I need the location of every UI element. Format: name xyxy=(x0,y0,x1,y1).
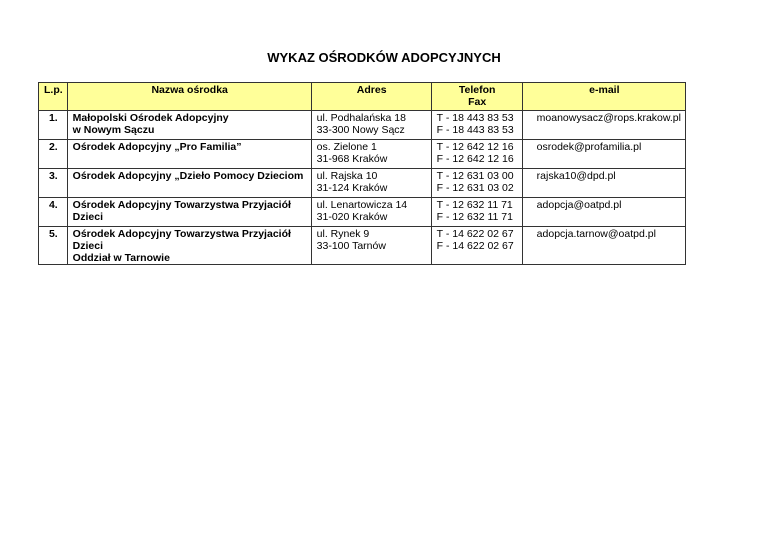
table-row: 1. Małopolski Ośrodek Adopcyjny w Nowym Są… xyxy=(38,110,686,140)
name-line-2: w Nowym Sączu xyxy=(72,124,155,136)
cell-address: ul. Lenartowicza 14 31-020 Kraków xyxy=(310,197,432,227)
cell-email: rajska10@dpd.pl xyxy=(521,168,686,198)
header-name: Nazwa ośrodka xyxy=(66,82,312,111)
cell-lp: 5. xyxy=(38,226,68,265)
table-row: 3. Ośrodek Adopcyjny „Dzieło Pomocy Dziec… xyxy=(38,168,686,198)
cell-address: ul. Podhalańska 18 33-300 Nowy Sącz xyxy=(310,110,432,140)
phone-number: T - 12 642 12 16 xyxy=(436,141,514,153)
cell-phone: T - 14 622 02 67 F - 14 622 02 67 xyxy=(430,226,523,265)
header-row: L.p. Nazwa ośrodka Adres Telefon Fax e-ma… xyxy=(38,82,686,111)
header-fax-label: Fax xyxy=(468,96,487,108)
table-row: 2. Ośrodek Adopcyjny „Pro Familia” os. Zie… xyxy=(38,139,686,169)
address-line-1: ul. Podhalańska 18 xyxy=(316,112,406,124)
cell-name: Ośrodek Adopcyjny „Pro Familia” xyxy=(66,139,312,169)
cell-address: os. Zielone 1 31-968 Kraków xyxy=(310,139,432,169)
cell-name: Ośrodek Adopcyjny Towarzystwa Przyjaciół… xyxy=(66,197,312,227)
address-line-1: ul. Rynek 9 xyxy=(316,228,370,240)
address-line-1: ul. Rajska 10 xyxy=(316,170,378,182)
address-line-1: os. Zielone 1 xyxy=(316,141,377,153)
cell-name: Ośrodek Adopcyjny „Dzieło Pomocy Dziecio… xyxy=(66,168,312,198)
cell-address: ul. Rajska 10 31-124 Kraków xyxy=(310,168,432,198)
cell-phone: T - 12 632 11 71 F - 12 632 11 71 xyxy=(430,197,523,227)
fax-number: F - 18 443 83 53 xyxy=(436,124,514,136)
cell-email: adopcja.tarnow@oatpd.pl xyxy=(521,226,686,265)
page-title: WYKAZ OŚRODKÓW ADOPCYJNYCH xyxy=(267,50,501,65)
address-line-2: 31-968 Kraków xyxy=(316,153,388,165)
name-line-1: Ośrodek Adopcyjny „Pro Familia” xyxy=(72,141,242,153)
cell-email: osrodek@profamilia.pl xyxy=(521,139,686,169)
address-line-2: 33-100 Tarnów xyxy=(316,240,386,252)
cell-email: moanowysacz@rops.krakow.pl xyxy=(521,110,686,140)
cell-name: Małopolski Ośrodek Adopcyjny w Nowym Sącz… xyxy=(66,110,312,140)
name-line-1: Ośrodek Adopcyjny Towarzystwa Przyjaciół… xyxy=(72,228,291,252)
address-line-1: ul. Lenartowicza 14 xyxy=(316,199,408,211)
name-line-1: Małopolski Ośrodek Adopcyjny xyxy=(72,112,229,124)
header-address: Adres xyxy=(310,82,432,111)
header-email: e-mail xyxy=(521,82,686,111)
phone-number: T - 12 632 11 71 xyxy=(436,199,513,211)
cell-phone: T - 18 443 83 53 F - 18 443 83 53 xyxy=(430,110,523,140)
address-line-2: 31-020 Kraków xyxy=(316,211,388,223)
cell-email: adopcja@oatpd.pl xyxy=(521,197,686,227)
cell-lp: 4. xyxy=(38,197,68,227)
cell-phone: T - 12 642 12 16 F - 12 642 12 16 xyxy=(430,139,523,169)
cell-address: ul. Rynek 9 33-100 Tarnów xyxy=(310,226,432,265)
table-row: 4. Ośrodek Adopcyjny Towarzystwa Przyjaci… xyxy=(38,197,686,227)
fax-number: F - 12 631 03 02 xyxy=(436,182,514,194)
name-line-1: Ośrodek Adopcyjny „Dzieło Pomocy Dziecio… xyxy=(72,170,304,182)
address-line-2: 33-300 Nowy Sącz xyxy=(316,124,405,136)
header-phone-label: Telefon xyxy=(458,84,496,96)
address-line-2: 31-124 Kraków xyxy=(316,182,388,194)
phone-number: T - 12 631 03 00 xyxy=(436,170,514,182)
fax-number: F - 12 642 12 16 xyxy=(436,153,514,165)
fax-number: F - 12 632 11 71 xyxy=(436,211,513,223)
table-row: 5. Ośrodek Adopcyjny Towarzystwa Przyjaci… xyxy=(38,226,686,265)
adoption-centers-table: L.p. Nazwa ośrodka Adres Telefon Fax e-ma… xyxy=(38,82,686,265)
cell-lp: 3. xyxy=(38,168,68,198)
cell-lp: 1. xyxy=(38,110,68,140)
phone-number: T - 14 622 02 67 xyxy=(436,228,514,240)
name-line-2: Oddział w Tarnowie xyxy=(72,252,170,264)
cell-lp: 2. xyxy=(38,139,68,169)
header-phone: Telefon Fax xyxy=(430,82,523,111)
fax-number: F - 14 622 02 67 xyxy=(436,240,514,252)
cell-phone: T - 12 631 03 00 F - 12 631 03 02 xyxy=(430,168,523,198)
cell-name: Ośrodek Adopcyjny Towarzystwa Przyjaciół… xyxy=(66,226,312,265)
name-line-1: Ośrodek Adopcyjny Towarzystwa Przyjaciół… xyxy=(72,199,291,223)
header-lp: L.p. xyxy=(38,82,68,111)
phone-number: T - 18 443 83 53 xyxy=(436,112,514,124)
